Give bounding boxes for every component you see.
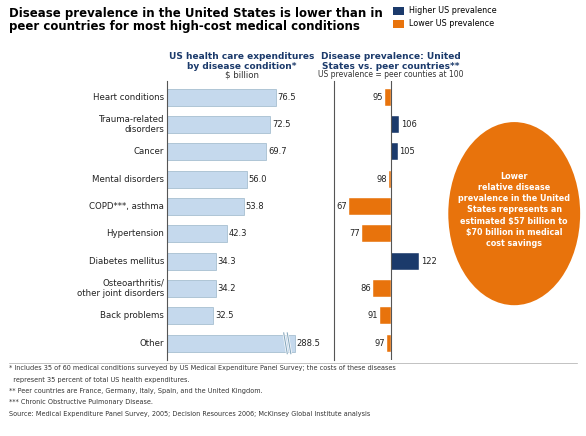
Bar xyxy=(391,253,419,270)
Text: $ billion: $ billion xyxy=(224,70,259,79)
Text: 86: 86 xyxy=(361,284,372,293)
Text: Other: Other xyxy=(139,339,164,348)
Text: Trauma-related
disorders: Trauma-related disorders xyxy=(98,115,164,134)
Text: 34.3: 34.3 xyxy=(217,257,236,266)
Text: 69.7: 69.7 xyxy=(268,147,287,156)
Bar xyxy=(391,143,397,160)
Text: 106: 106 xyxy=(401,120,417,129)
Bar xyxy=(167,170,247,187)
Text: Higher US prevalence: Higher US prevalence xyxy=(409,7,497,15)
Text: Back problems: Back problems xyxy=(100,311,164,320)
Text: Diabetes mellitus: Diabetes mellitus xyxy=(89,257,164,266)
Bar xyxy=(387,335,391,352)
Text: 76.5: 76.5 xyxy=(278,92,296,102)
Text: peer countries for most high-cost medical conditions: peer countries for most high-cost medica… xyxy=(9,20,360,33)
Bar xyxy=(167,335,295,352)
Bar xyxy=(349,198,391,215)
Bar xyxy=(167,225,227,242)
Text: 42.3: 42.3 xyxy=(229,229,247,238)
Text: Osteoarthritis/
other joint disorders: Osteoarthritis/ other joint disorders xyxy=(77,279,164,298)
Bar xyxy=(167,280,216,297)
Text: 32.5: 32.5 xyxy=(215,311,233,320)
Text: 95: 95 xyxy=(372,92,383,102)
Text: Heart conditions: Heart conditions xyxy=(93,92,164,102)
Text: Lower US prevalence: Lower US prevalence xyxy=(409,20,494,28)
Text: COPD***, asthma: COPD***, asthma xyxy=(89,202,164,211)
Text: Hypertension: Hypertension xyxy=(106,229,164,238)
Text: States vs. peer countries**: States vs. peer countries** xyxy=(322,62,460,71)
Text: 288.5: 288.5 xyxy=(297,339,321,348)
Bar xyxy=(167,307,213,324)
Bar xyxy=(373,280,391,297)
Bar xyxy=(362,225,391,242)
Bar xyxy=(391,116,398,133)
Text: Lower
relative disease
prevalence in the United
States represents an
estimated $: Lower relative disease prevalence in the… xyxy=(458,172,570,248)
Text: Mental disorders: Mental disorders xyxy=(92,175,164,184)
Text: 91: 91 xyxy=(367,311,378,320)
Text: Source: Medical Expenditure Panel Survey, 2005; Decision Resources 2006; McKinse: Source: Medical Expenditure Panel Survey… xyxy=(9,411,370,417)
Text: * Includes 35 of 60 medical conditions surveyed by US Medical Expenditure Panel : * Includes 35 of 60 medical conditions s… xyxy=(9,365,396,371)
Bar xyxy=(167,143,266,160)
Text: 67: 67 xyxy=(336,202,347,211)
Text: 56.0: 56.0 xyxy=(248,175,267,184)
Bar xyxy=(167,116,270,133)
Text: 53.8: 53.8 xyxy=(246,202,264,211)
Ellipse shape xyxy=(448,122,580,305)
Text: 77: 77 xyxy=(349,229,360,238)
Bar xyxy=(167,253,216,270)
Bar xyxy=(167,89,276,106)
Text: represent 35 percent of total US health expenditures.: represent 35 percent of total US health … xyxy=(9,377,189,383)
Text: 97: 97 xyxy=(375,339,386,348)
Text: 122: 122 xyxy=(421,257,437,266)
Text: US health care expenditures: US health care expenditures xyxy=(169,52,315,61)
Text: 72.5: 72.5 xyxy=(272,120,291,129)
Text: Disease prevalence in the United States is lower than in: Disease prevalence in the United States … xyxy=(9,7,383,20)
Bar xyxy=(167,198,244,215)
Bar xyxy=(380,307,391,324)
Text: ** Peer countries are France, Germany, Italy, Spain, and the United Kingdom.: ** Peer countries are France, Germany, I… xyxy=(9,388,263,394)
Text: by disease condition*: by disease condition* xyxy=(187,62,297,71)
Text: US prevalence = peer counties at 100: US prevalence = peer counties at 100 xyxy=(318,70,464,79)
Bar xyxy=(389,170,391,187)
Text: 105: 105 xyxy=(400,147,415,156)
Bar xyxy=(385,89,391,106)
Text: Cancer: Cancer xyxy=(134,147,164,156)
Text: 34.2: 34.2 xyxy=(217,284,236,293)
Text: 98: 98 xyxy=(376,175,387,184)
Text: *** Chronic Obstructive Pulmonary Disease.: *** Chronic Obstructive Pulmonary Diseas… xyxy=(9,399,153,405)
Text: Disease prevalence: United: Disease prevalence: United xyxy=(321,52,461,61)
